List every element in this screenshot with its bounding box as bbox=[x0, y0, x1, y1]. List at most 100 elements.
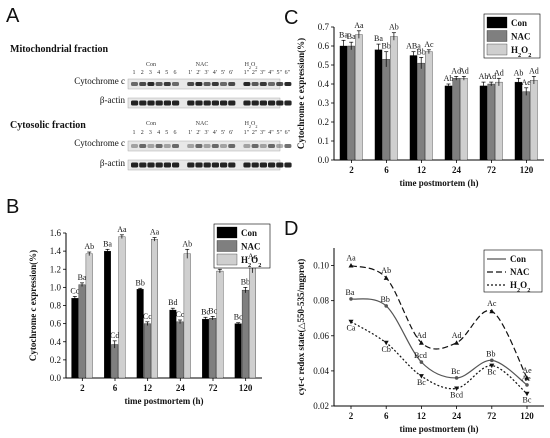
x-tick-label: 72 bbox=[209, 383, 219, 393]
data-label: Bcd bbox=[450, 390, 463, 399]
data-label: Bc bbox=[208, 306, 217, 315]
bar bbox=[169, 309, 177, 379]
data-label: Bb bbox=[136, 278, 145, 287]
cyto-group-labels: Con NAC H2O2 bbox=[146, 121, 257, 129]
data-label: Cc bbox=[176, 310, 185, 319]
data-label: Aa bbox=[346, 254, 356, 263]
data-label: Aa bbox=[354, 21, 364, 30]
bar bbox=[347, 45, 355, 161]
blot-lane-label: 2" bbox=[252, 130, 258, 136]
x-tick-label: 6 bbox=[384, 165, 389, 175]
x-tick-label: 120 bbox=[239, 383, 253, 393]
data-label: Cc bbox=[143, 312, 152, 321]
data-label: Ac bbox=[248, 252, 258, 261]
bar bbox=[409, 55, 418, 161]
x-tick-label: 24 bbox=[452, 165, 462, 175]
blot-lane-label: 4 bbox=[157, 130, 160, 136]
bar bbox=[104, 250, 111, 379]
data-label: ABa bbox=[406, 42, 421, 51]
data-label: Ba bbox=[78, 273, 87, 282]
blot-band-cytc bbox=[228, 144, 236, 148]
legend-label: H2O2 bbox=[511, 45, 531, 59]
blot-band-cytc bbox=[172, 82, 179, 86]
chart-d: 0.02 0.04 0.06 0.08 0.10 2 6 12 24 72 120 Ba Bb Bcd Bc… bbox=[296, 248, 544, 434]
data-label: Ad bbox=[494, 68, 504, 77]
data-label: Ab bbox=[479, 72, 489, 81]
blot-band-cytc bbox=[139, 82, 147, 86]
data-label: Bd bbox=[168, 298, 177, 307]
y-tick-label: 0.2 bbox=[50, 355, 61, 365]
panel-label-b: B bbox=[6, 196, 19, 218]
data-label: Ae bbox=[522, 78, 532, 87]
blot-lane-label: 4" bbox=[268, 70, 274, 76]
blot-band-actin bbox=[268, 100, 276, 106]
y-tick-label: 0.3 bbox=[318, 98, 330, 108]
data-point bbox=[349, 297, 353, 301]
data-label: Bc bbox=[417, 378, 426, 387]
blot-lane-label: 6' bbox=[229, 130, 233, 136]
y-tick-label: 0.6 bbox=[50, 319, 62, 329]
bar bbox=[249, 267, 256, 379]
bar bbox=[71, 298, 79, 379]
y-tick-label: 1.0 bbox=[50, 282, 62, 292]
data-label: Ab bbox=[389, 23, 399, 32]
bar bbox=[522, 91, 530, 161]
data-label: Ab bbox=[84, 242, 94, 251]
legend-label: NAC bbox=[241, 242, 261, 252]
y-axis-title: Cytochrome c expression(%) bbox=[28, 250, 38, 361]
blot-lane-label: 5 bbox=[165, 70, 168, 76]
blot-band-actin bbox=[211, 162, 219, 168]
data-label: Cb bbox=[382, 345, 391, 354]
cyto-actin-label: β-actin bbox=[100, 158, 126, 168]
blot-band-actin bbox=[243, 100, 251, 106]
y-axis-title: Cytochrome c expression(%) bbox=[296, 38, 306, 149]
mito-cytc-label: Cytochrome c bbox=[74, 76, 125, 86]
blot-lane-label: 3' bbox=[205, 130, 209, 136]
blot-lane-label: 2' bbox=[196, 70, 200, 76]
bar bbox=[176, 321, 184, 379]
x-tick-label: 12 bbox=[417, 411, 427, 421]
blot-band-actin bbox=[195, 100, 203, 106]
data-label: Bb bbox=[417, 47, 426, 56]
panel-label-c: C bbox=[284, 7, 298, 29]
bar bbox=[234, 323, 242, 379]
y-tick-label: 0.08 bbox=[313, 296, 329, 306]
blot-lane-label: 5' bbox=[221, 130, 225, 136]
data-point bbox=[383, 275, 389, 280]
mito-lane-labels: 1 2 3 4 5 6 1' 2' 3' 4' 5' 6' 1" 2" 3" 4" 5" 6" bbox=[133, 70, 291, 76]
data-label: Ad bbox=[529, 66, 539, 75]
blot-band-cytc bbox=[268, 82, 275, 86]
blot-group-label: H2O2 bbox=[245, 121, 258, 129]
x-tick-label: 72 bbox=[487, 411, 497, 421]
bar bbox=[209, 318, 217, 379]
mito-title: Mitochondrial fraction bbox=[10, 44, 108, 55]
blot-band-actin bbox=[163, 100, 171, 106]
y-axis-title: cyt-c redox state(△550-535/mgprot) bbox=[296, 259, 306, 396]
data-label: Ad bbox=[417, 331, 427, 340]
y-tick-label: 0.4 bbox=[318, 79, 330, 89]
blot-band-actin bbox=[251, 100, 259, 106]
blot-band-cytc bbox=[147, 144, 155, 148]
bar bbox=[216, 270, 224, 379]
data-point bbox=[490, 358, 494, 363]
blot-band-actin bbox=[163, 162, 171, 168]
data-label: Aa bbox=[117, 225, 127, 234]
blot-lane-label: 3 bbox=[149, 130, 152, 136]
data-label: Bb bbox=[486, 349, 495, 358]
bar bbox=[444, 85, 453, 161]
panel-label-a: A bbox=[6, 5, 20, 27]
data-label: Ab bbox=[444, 74, 454, 83]
blot-band-cytc bbox=[203, 82, 211, 86]
blot-band-actin bbox=[203, 162, 211, 168]
blot-lane-label: 6' bbox=[229, 70, 233, 76]
y-tick-label: 0.6 bbox=[318, 41, 330, 51]
bar bbox=[183, 253, 191, 379]
blot-band-actin bbox=[131, 162, 139, 168]
y-tick-label: 0.0 bbox=[318, 155, 330, 165]
blot-band-actin bbox=[131, 100, 139, 106]
data-label: Ba bbox=[347, 32, 356, 41]
data-point bbox=[524, 391, 530, 397]
bar bbox=[85, 253, 93, 379]
blot-band-cytc bbox=[284, 82, 292, 86]
data-point bbox=[454, 386, 460, 391]
